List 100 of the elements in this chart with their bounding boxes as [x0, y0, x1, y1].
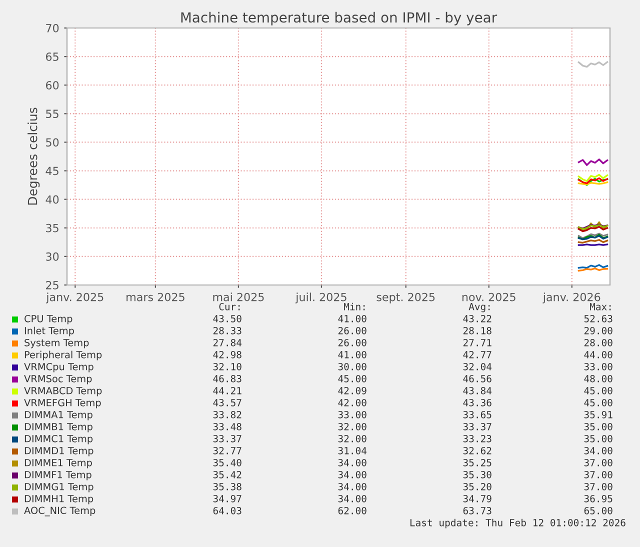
- text: 46.56: [463, 374, 492, 382]
- x-tick-label: juil. 2025: [295, 292, 346, 304]
- text: 65.00: [584, 506, 612, 514]
- text: 62.00: [338, 506, 366, 514]
- legend-label: System Temp: [24, 338, 89, 348]
- text: 34.79: [463, 494, 492, 502]
- text: 28.33: [213, 326, 242, 334]
- text: 42.09: [338, 386, 366, 394]
- legend-label: Peripheral Temp: [24, 350, 102, 360]
- text: 30.00: [338, 362, 366, 370]
- text: 43.57: [213, 398, 242, 406]
- text: 33.00: [584, 362, 612, 370]
- text: Cur:: [219, 302, 240, 310]
- text: 42.77: [463, 350, 492, 358]
- text: 43.84: [463, 386, 492, 394]
- text: 64.03: [213, 506, 242, 514]
- y-tick-label: 60: [46, 81, 59, 90]
- text: 35.00: [584, 434, 612, 442]
- text: 34.00: [338, 458, 366, 466]
- text: 35.30: [463, 470, 492, 478]
- text: 42.98: [213, 350, 242, 358]
- y-tick-label: 35: [46, 224, 58, 232]
- text: 29.00: [584, 326, 612, 334]
- y-tick-label: 45: [46, 166, 58, 176]
- line-series: [578, 221, 608, 232]
- text: 45.00: [584, 386, 612, 394]
- text: 37.00: [584, 470, 612, 478]
- text: 33.37: [463, 422, 492, 430]
- text: 35.40: [213, 458, 242, 466]
- legend-label: VRMEFGH Temp: [24, 398, 101, 408]
- legend-label: DIMMH1 Temp: [24, 495, 94, 504]
- text: 35.38: [213, 482, 242, 490]
- y-tick-label: 65: [46, 52, 58, 61]
- text: 35.00: [584, 422, 612, 430]
- text: 45.00: [338, 374, 366, 382]
- text: 28.18: [463, 326, 492, 334]
- legend-label: DIMMF1 Temp: [24, 471, 92, 480]
- legend-label: DIMMG1 Temp: [24, 482, 94, 492]
- x-tick-label: mars 2025: [126, 292, 184, 302]
- text: 27.71: [463, 338, 492, 346]
- text: 33.23: [463, 434, 492, 442]
- text: 43.36: [463, 398, 492, 406]
- line-series: [578, 174, 608, 182]
- text: 43.50: [213, 314, 242, 322]
- legend-label: DIMMD1 Temp: [24, 447, 94, 456]
- text: 32.04: [463, 362, 492, 370]
- text: 32.10: [213, 362, 242, 370]
- legend-label: DIMMA1 Temp: [24, 411, 92, 420]
- text: 34.00: [338, 482, 366, 490]
- legend-label: CPU Temp: [24, 314, 72, 324]
- text: 32.77: [213, 446, 242, 454]
- x-tick-label: mai 2025: [213, 292, 264, 302]
- legend-label: VRMCpu Temp: [24, 362, 94, 372]
- text: 33.65: [463, 410, 492, 418]
- y-tick-label: 70: [46, 24, 59, 32]
- text: 45.00: [584, 398, 612, 406]
- text: 35.42: [213, 470, 242, 478]
- legend-label: Inlet Temp: [24, 326, 74, 336]
- legend-label: VRMSoc Temp: [24, 374, 92, 384]
- text: 42.00: [338, 398, 366, 406]
- text: 52.63: [584, 314, 612, 322]
- text: 41.00: [338, 350, 366, 358]
- y-axis-title: Degrees celcius: [28, 108, 40, 205]
- x-tick-label: janv. 2025: [46, 292, 104, 304]
- text: 34.00: [338, 494, 366, 502]
- text: 33.82: [213, 410, 242, 418]
- text: 34.97: [213, 494, 242, 502]
- legend-label: AOC_NIC Temp: [24, 506, 96, 516]
- text: 44.00: [584, 350, 612, 358]
- legend-label: DIMMC1 Temp: [24, 434, 93, 444]
- y-tick-label: 40: [46, 195, 59, 204]
- text: 46.83: [213, 374, 242, 382]
- text: 33.37: [213, 434, 242, 442]
- legend-label: DIMME1 Temp: [24, 459, 92, 468]
- text: 32.00: [338, 422, 366, 430]
- text: 43.22: [463, 314, 492, 322]
- text: 37.00: [584, 458, 612, 466]
- text: 34.00: [584, 446, 612, 454]
- y-tick-label: 50: [46, 138, 59, 147]
- text: 26.00: [338, 326, 366, 334]
- y-tick-label: 55: [46, 110, 58, 118]
- legend-label: VRMABCD Temp: [24, 386, 102, 396]
- x-tick-label: nov. 2025: [462, 292, 516, 302]
- text: 27.84: [213, 338, 242, 346]
- x-tick-label: sept. 2025: [376, 292, 435, 304]
- y-tick-label: 30: [46, 252, 59, 261]
- text: Max:: [590, 303, 611, 310]
- text: 26.00: [338, 338, 366, 346]
- text: 36.95: [584, 494, 612, 502]
- text: 28.00: [584, 338, 612, 346]
- text: Last update: Thu Feb 12 01:00:12 2026: [410, 518, 626, 528]
- text: 35.91: [584, 410, 612, 418]
- chart-title: Machine temperature based on IPMI - by year: [181, 12, 498, 26]
- text: 34.00: [338, 470, 366, 478]
- text: 48.00: [584, 374, 612, 382]
- text: 44.21: [213, 386, 242, 394]
- text: Avg:: [468, 303, 490, 312]
- x-tick-label: janv. 2026: [542, 292, 600, 304]
- text: 35.20: [463, 482, 492, 490]
- text: 37.00: [584, 482, 612, 490]
